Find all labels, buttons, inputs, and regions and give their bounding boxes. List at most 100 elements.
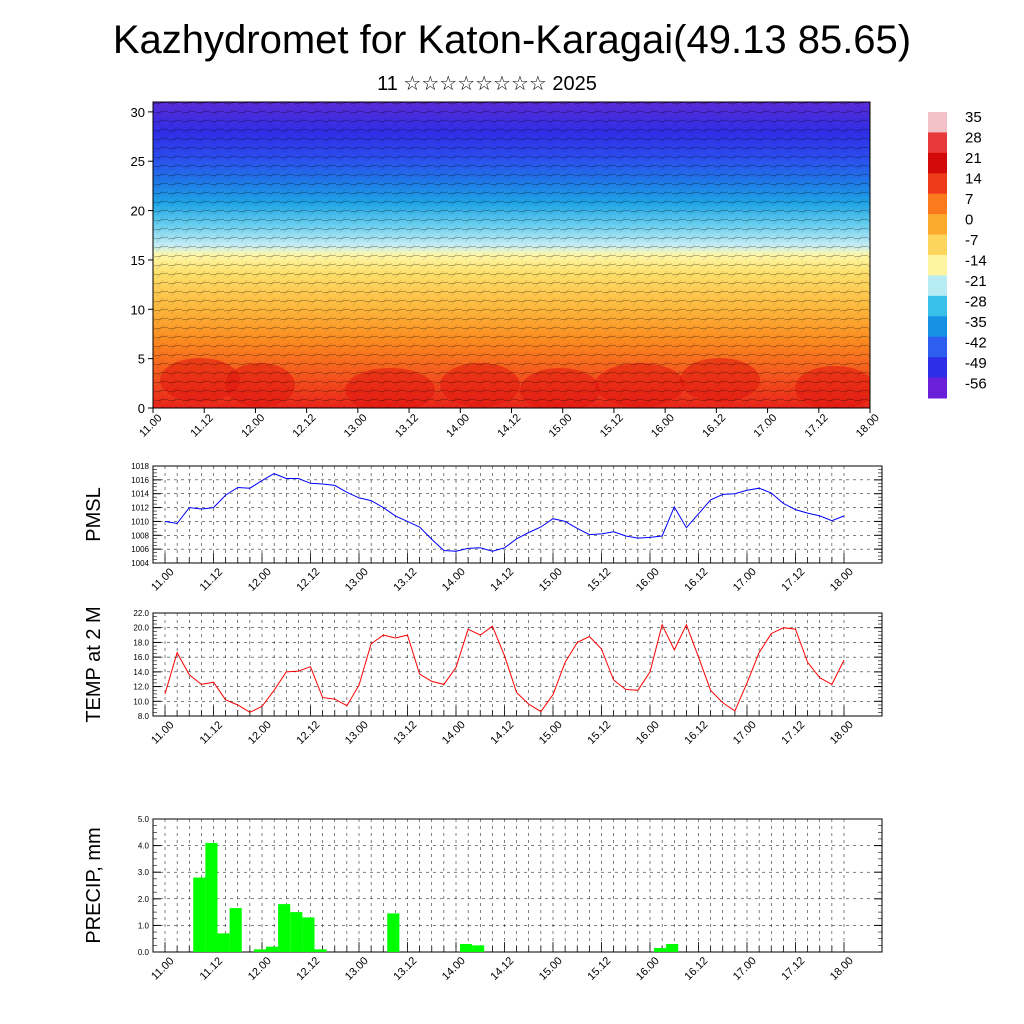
x-tick-label: 17.00 xyxy=(731,955,759,983)
x-tick-label: 11.12 xyxy=(198,566,225,593)
x-tick-label: 14.12 xyxy=(488,955,516,983)
x-tick-label: 12.00 xyxy=(239,412,267,440)
y-tick-label: 15 xyxy=(131,253,145,268)
panel-frame xyxy=(152,612,883,717)
y-tick-label: 4.0 xyxy=(138,842,150,851)
x-tick-label: 16.00 xyxy=(649,412,677,440)
x-tick-label: 14.00 xyxy=(440,719,468,747)
colorbar-swatch xyxy=(928,336,947,358)
x-tick-label: 17.12 xyxy=(779,566,807,594)
x-tick-label: 18.00 xyxy=(828,719,856,747)
y-tick-label: 5.0 xyxy=(138,815,150,824)
y-tick-label: 1010 xyxy=(131,517,149,526)
colorbar-label: -14 xyxy=(965,253,987,270)
x-tick-label: 12.12 xyxy=(294,719,322,747)
colorbar-swatch xyxy=(928,316,947,338)
y-tick-label: 1006 xyxy=(131,545,149,554)
x-tick-label: 15.00 xyxy=(537,955,565,983)
precip-bar xyxy=(290,912,303,952)
colorbar-label: 0 xyxy=(965,212,973,229)
y-tick-label: 1012 xyxy=(131,504,149,513)
colorbar-swatch xyxy=(928,152,947,174)
colorbar-swatch xyxy=(928,377,947,399)
x-tick-label: 15.00 xyxy=(537,719,565,747)
x-tick-label: 16.12 xyxy=(682,566,710,594)
y-tick-label: 1004 xyxy=(131,559,149,568)
x-tick-label: 13.12 xyxy=(391,566,419,594)
heatmap-overlay xyxy=(153,102,870,408)
precip-bar xyxy=(193,877,206,952)
colorbar-label: -21 xyxy=(965,273,987,290)
x-tick-label: 15.12 xyxy=(585,566,613,594)
x-tick-label: 18.00 xyxy=(828,955,856,983)
x-tick-label: 14.00 xyxy=(440,566,468,594)
y-tick-label: 1016 xyxy=(131,476,149,485)
y-tick-label: 8.0 xyxy=(138,712,150,721)
x-tick-label: 13.00 xyxy=(343,566,371,594)
y-tick-label: 10 xyxy=(131,302,145,317)
colorbar-label: -28 xyxy=(965,294,987,311)
y-tick-label: 20 xyxy=(131,204,145,219)
colorbar-swatch xyxy=(928,214,947,236)
x-tick-label: 12.00 xyxy=(246,566,274,594)
colorbar-swatch xyxy=(928,255,947,276)
y-tick-label: 16.0 xyxy=(133,653,149,662)
x-tick-label: 15.12 xyxy=(598,412,626,440)
y-tick-label: 30 xyxy=(131,105,145,120)
y-tick-label: 2.0 xyxy=(138,895,150,904)
temperature-panel: 22.0 20.0 18.0 16.0 14.0 12.0 10.0 8.011.00 11.1… xyxy=(83,606,883,747)
precip-bar xyxy=(654,948,667,952)
y-tick-label: 0.0 xyxy=(138,948,150,957)
y-tick-label: 5 xyxy=(138,352,145,367)
x-tick-label: 14.00 xyxy=(440,955,468,983)
precip-bar xyxy=(253,949,266,952)
precip-bar xyxy=(278,904,291,952)
y-tick-label: 3.0 xyxy=(138,868,150,877)
x-tick-label: 15.00 xyxy=(537,566,565,594)
x-tick-label: 16.00 xyxy=(634,566,662,594)
chart-title: Kazhydromet for Katon-Karagai(49.13 85.6… xyxy=(112,18,912,62)
x-tick-label: 16.12 xyxy=(682,955,710,983)
x-tick-label: 11.00 xyxy=(149,566,176,593)
colorbar-swatch xyxy=(928,234,947,256)
x-tick-label: 11.00 xyxy=(149,955,176,982)
precip-bar xyxy=(266,946,279,952)
x-tick-label: 18.00 xyxy=(854,412,882,440)
x-tick-label: 15.00 xyxy=(547,412,575,440)
colorbar-label: 35 xyxy=(965,109,982,126)
colorbar-swatch xyxy=(928,275,947,297)
x-tick-label: 14.12 xyxy=(488,719,516,747)
precip-bar xyxy=(666,944,679,952)
x-tick-label: 13.00 xyxy=(342,412,370,440)
x-tick-label: 14.12 xyxy=(495,412,523,440)
colorbar-label: -56 xyxy=(965,376,987,393)
colorbar-label: -7 xyxy=(965,232,978,249)
precip-bar xyxy=(229,908,242,952)
wind-streamlines xyxy=(153,102,870,408)
y-tick-label: 1018 xyxy=(131,462,149,471)
cross-section-plot: 0 5 10 15 20 25 30 11.00 11.12 12.00 12.12 13.00 13.… xyxy=(131,101,882,440)
x-tick-label: 17.00 xyxy=(731,566,759,594)
panel-frame xyxy=(152,818,883,953)
y-tick-label: 20.0 xyxy=(133,624,149,633)
y-tick-label: 1008 xyxy=(131,531,149,540)
x-tick-label: 12.00 xyxy=(246,955,274,983)
x-tick-label: 11.00 xyxy=(137,412,164,439)
x-tick-label: 11.12 xyxy=(188,412,215,439)
x-tick-label: 14.12 xyxy=(488,566,516,594)
x-tick-label: 16.12 xyxy=(700,412,728,440)
x-tick-label: 12.12 xyxy=(291,412,319,440)
y-tick-label: 14.0 xyxy=(133,668,149,677)
colorbar-swatch xyxy=(928,193,947,215)
precip-bar xyxy=(387,913,400,952)
y-tick-label: 1014 xyxy=(131,490,149,499)
colorbar-label: -35 xyxy=(965,314,987,331)
y-tick-label: 1.0 xyxy=(138,921,150,930)
y-tick-label: 10.0 xyxy=(133,697,149,706)
colorbar-label: 7 xyxy=(965,191,973,208)
x-tick-label: 14.00 xyxy=(444,412,472,440)
y-axis-label: TEMP at 2 M xyxy=(83,606,105,722)
x-tick-label: 11.12 xyxy=(198,719,225,746)
